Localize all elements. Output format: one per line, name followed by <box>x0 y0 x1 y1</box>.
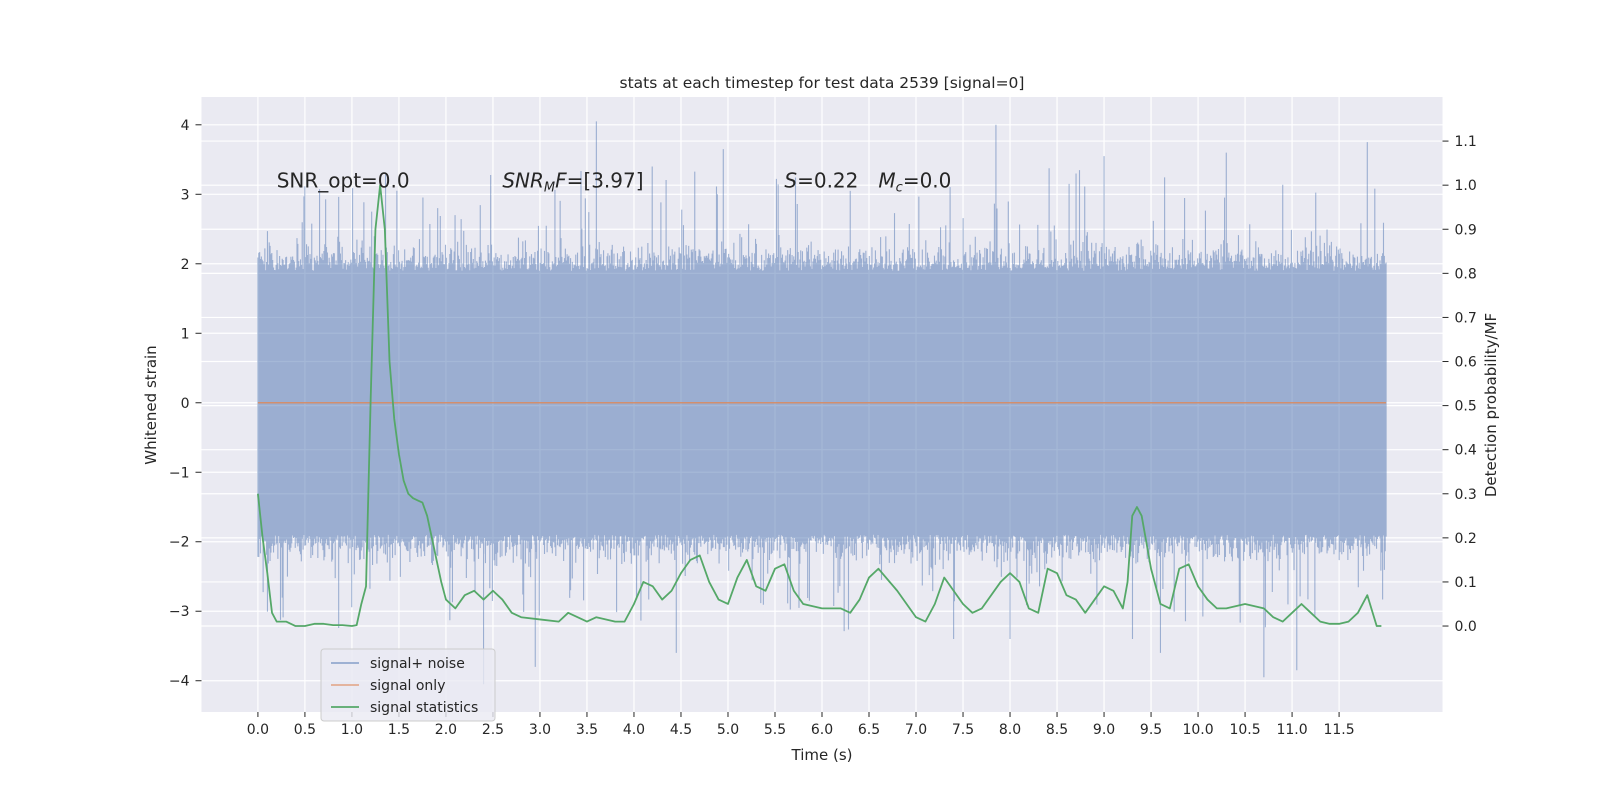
x-tick-label-0: 0.0 <box>247 722 269 738</box>
x-tick-label-20: 10.0 <box>1182 722 1213 738</box>
y-right-tick-label-9: 0.2 <box>1455 531 1477 547</box>
x-tick-label-4: 2.0 <box>435 722 457 738</box>
x-tick-label-23: 11.5 <box>1323 722 1354 738</box>
y-tick-label-2: 2 <box>181 257 190 273</box>
chart-title: stats at each timestep for test data 253… <box>620 74 1025 92</box>
x-axis-label: Time (s) <box>791 746 853 764</box>
y-axis-label-right: Detection probability/MF <box>1482 313 1500 497</box>
x-tick-label-8: 4.0 <box>623 722 645 738</box>
y-right-tick-label-5: 0.6 <box>1455 355 1477 371</box>
x-tick-label-17: 8.5 <box>1046 722 1068 738</box>
x-tick-label-18: 9.0 <box>1093 722 1115 738</box>
y-right-tick-label-6: 0.5 <box>1455 399 1477 415</box>
annotation-s-value: S=0.22 <box>784 168 858 192</box>
y-right-tick-label-10: 0.1 <box>1455 575 1477 591</box>
x-tick-label-11: 5.5 <box>764 722 786 738</box>
x-tick-label-16: 8.0 <box>999 722 1021 738</box>
x-tick-label-2: 1.0 <box>341 722 363 738</box>
x-tick-label-9: 4.5 <box>670 722 692 738</box>
y-tick-label-3: 1 <box>181 326 190 342</box>
legend-label-stats: signal statistics <box>370 700 478 716</box>
x-tick-label-15: 7.5 <box>952 722 974 738</box>
y-tick-label-7: −3 <box>169 604 190 620</box>
y-tick-label-0: 4 <box>181 118 190 134</box>
y-right-tick-label-11: 0.0 <box>1455 619 1477 635</box>
y-right-tick-label-2: 0.9 <box>1455 222 1477 238</box>
y-right-tick-label-0: 1.1 <box>1455 134 1477 150</box>
x-tick-label-3: 1.5 <box>388 722 410 738</box>
y-axis-label: Whitened strain <box>142 345 160 464</box>
x-tick-label-1: 0.5 <box>294 722 316 738</box>
annotation-snr-opt: SNR_opt=0.0 <box>277 168 410 192</box>
x-tick-label-19: 9.5 <box>1140 722 1162 738</box>
y-tick-label-1: 3 <box>181 187 190 203</box>
x-tick-label-10: 5.0 <box>717 722 739 738</box>
x-tick-label-12: 6.0 <box>811 722 833 738</box>
x-tick-label-21: 10.5 <box>1229 722 1260 738</box>
annotation-mc-value: Mc=0.0 <box>878 168 951 195</box>
y-tick-label-6: −2 <box>169 535 190 551</box>
legend: signal+ noise signal only signal statist… <box>320 648 496 722</box>
x-tick-label-13: 6.5 <box>858 722 880 738</box>
x-tick-label-6: 3.0 <box>529 722 551 738</box>
series-signal-statistics <box>257 184 1382 627</box>
y-right-tick-label-7: 0.4 <box>1455 443 1477 459</box>
y-right-tick-label-4: 0.7 <box>1455 310 1477 326</box>
x-tick-label-5: 2.5 <box>482 722 504 738</box>
legend-label-signal: signal only <box>370 678 445 694</box>
annotation-snr-mf: SNRMF=[3.97] <box>502 168 643 195</box>
legend-label-noise: signal+ noise <box>370 656 465 672</box>
y-right-tick-label-1: 1.0 <box>1455 178 1477 194</box>
x-tick-label-22: 11.0 <box>1276 722 1307 738</box>
y-tick-label-4: 0 <box>181 396 190 412</box>
x-tick-label-7: 3.5 <box>576 722 598 738</box>
x-tick-label-14: 7.0 <box>905 722 927 738</box>
y-right-tick-label-8: 0.3 <box>1455 487 1477 503</box>
y-right-tick-label-3: 0.8 <box>1455 266 1477 282</box>
y-tick-label-8: −4 <box>169 674 190 690</box>
legend-box <box>320 648 496 722</box>
y-tick-label-5: −1 <box>169 465 190 481</box>
